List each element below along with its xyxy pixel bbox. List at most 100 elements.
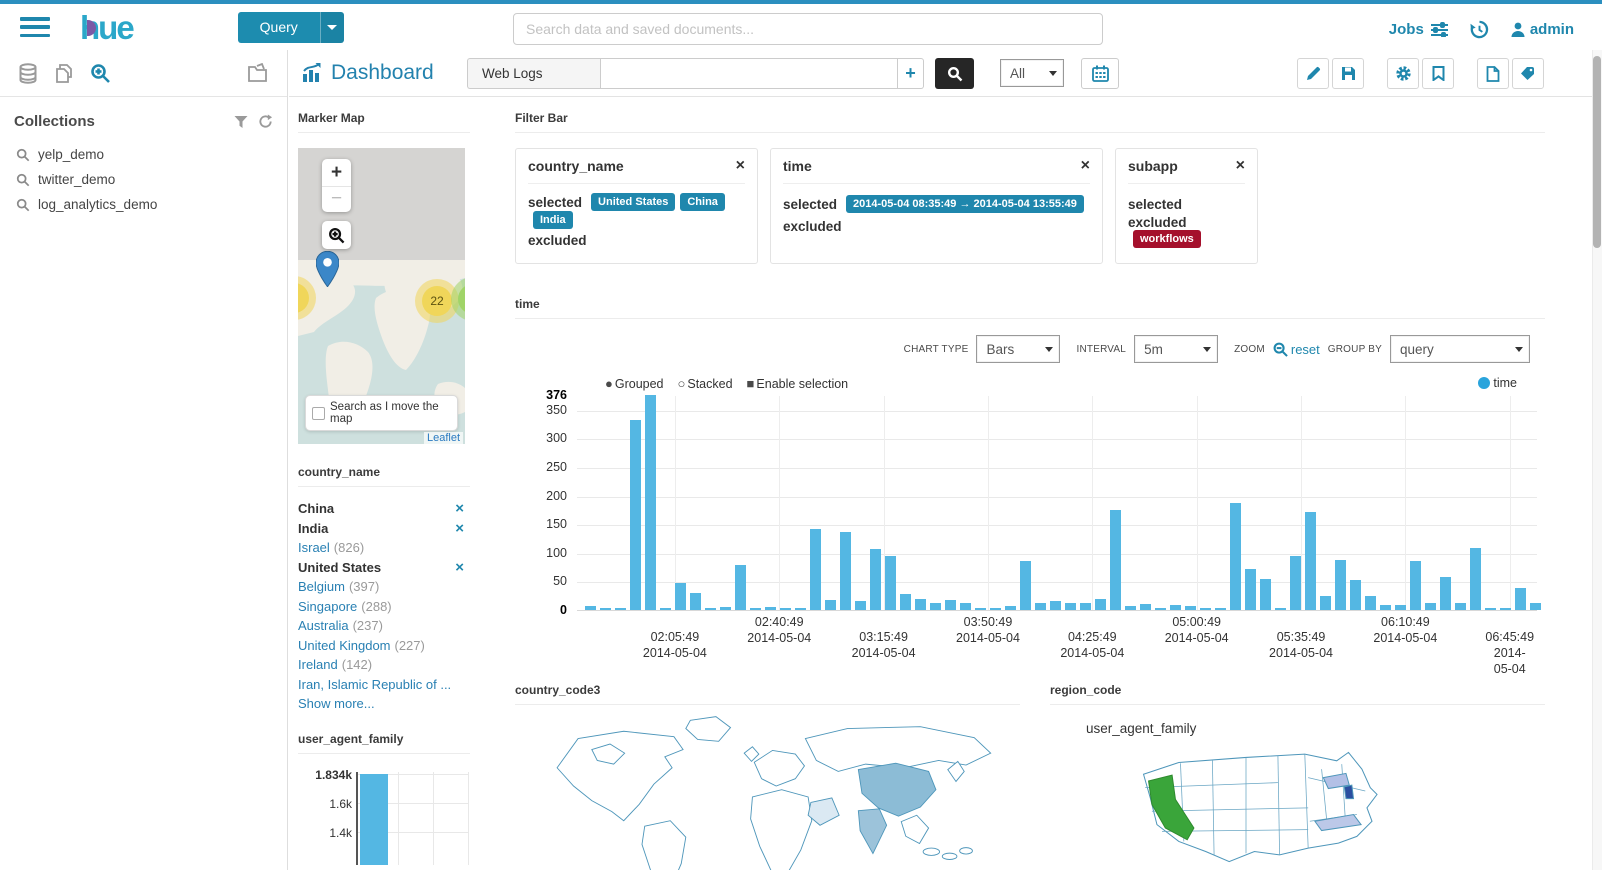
facet-item[interactable]: Ireland (142): [298, 655, 470, 675]
bar[interactable]: [780, 608, 791, 610]
save-button[interactable]: [1332, 58, 1364, 89]
user-menu[interactable]: admin: [1511, 21, 1574, 38]
bar[interactable]: [1035, 603, 1046, 610]
bar[interactable]: [1530, 603, 1541, 610]
bar[interactable]: [645, 395, 656, 610]
bar[interactable]: [855, 601, 866, 610]
hamburger-menu-icon[interactable]: [20, 17, 50, 37]
filter-value-pill[interactable]: United States: [591, 193, 676, 211]
scrollbar-thumb[interactable]: [1593, 56, 1601, 248]
bar[interactable]: [1320, 595, 1331, 610]
collection-item[interactable]: log_analytics_demo: [14, 192, 273, 217]
collection-item[interactable]: yelp_demo: [14, 142, 273, 167]
database-icon[interactable]: [18, 62, 38, 84]
bar[interactable]: [885, 556, 896, 610]
tags-button[interactable]: [1512, 58, 1544, 89]
file-document-button[interactable]: [1477, 58, 1509, 89]
documents-copy-icon[interactable]: [54, 63, 74, 84]
bar[interactable]: [765, 606, 776, 610]
us-gradient-map[interactable]: [1102, 744, 1432, 870]
leaflet-attribution[interactable]: Leaflet: [423, 432, 463, 444]
filter-value-pill[interactable]: India: [533, 211, 573, 229]
bar[interactable]: [1125, 606, 1136, 610]
calendar-button[interactable]: [1081, 58, 1119, 89]
bar[interactable]: [870, 548, 881, 610]
bar[interactable]: [900, 594, 911, 610]
group-by-select[interactable]: query: [1390, 335, 1530, 363]
bar[interactable]: [1500, 608, 1511, 610]
bar[interactable]: [1140, 604, 1151, 610]
filter-value-pill[interactable]: 2014-05-04 08:35:49 → 2014-05-04 13:55:4…: [846, 195, 1084, 213]
settings-gear-button[interactable]: [1387, 58, 1419, 89]
marker-map[interactable]: 5 22 2 + − Search as I move: [298, 148, 465, 444]
bar[interactable]: [915, 598, 926, 610]
bar[interactable]: [1110, 509, 1121, 610]
bar[interactable]: [1065, 603, 1076, 610]
bar[interactable]: [750, 608, 761, 610]
map-cluster[interactable]: 2: [451, 277, 465, 321]
interval-select[interactable]: 5m: [1134, 335, 1219, 363]
map-cluster[interactable]: 22: [415, 279, 459, 323]
facet-remove-icon[interactable]: ×: [455, 500, 464, 518]
facet-item[interactable]: United States ×: [298, 558, 470, 578]
bar[interactable]: [660, 608, 671, 610]
bar[interactable]: [1455, 603, 1466, 610]
facet-item[interactable]: Singapore (288): [298, 597, 470, 617]
bar[interactable]: [1305, 511, 1316, 610]
world-gradient-map[interactable]: [515, 713, 1020, 870]
map-marker-pin[interactable]: [315, 250, 340, 292]
bar[interactable]: [1005, 606, 1016, 610]
bar[interactable]: [705, 608, 716, 610]
bar[interactable]: [1275, 607, 1286, 610]
bar[interactable]: [990, 607, 1001, 610]
bar[interactable]: [1155, 607, 1166, 610]
close-icon[interactable]: ×: [1080, 157, 1090, 174]
bar[interactable]: [615, 607, 626, 610]
facet-item[interactable]: United Kingdom (227): [298, 636, 470, 656]
search-submit-button[interactable]: [935, 58, 974, 89]
bar[interactable]: [945, 599, 956, 610]
bar[interactable]: [720, 606, 731, 610]
stacked-radio[interactable]: ○ Stacked: [678, 376, 733, 391]
bar[interactable]: [360, 774, 388, 865]
bar[interactable]: [1335, 559, 1346, 610]
bar[interactable]: [690, 593, 701, 610]
bar[interactable]: [1410, 561, 1421, 610]
page-title[interactable]: Dashboard: [301, 61, 434, 85]
close-icon[interactable]: ×: [735, 157, 745, 174]
map-cluster[interactable]: 5: [298, 276, 316, 320]
facet-item[interactable]: Israel (826): [298, 538, 470, 558]
zoom-out-button[interactable]: −: [322, 186, 351, 212]
zoom-reset-control[interactable]: reset: [1273, 342, 1320, 357]
filter-funnel-icon[interactable]: [234, 114, 248, 129]
bar[interactable]: [930, 602, 941, 610]
bar[interactable]: [1245, 569, 1256, 610]
scope-select[interactable]: All: [1000, 59, 1064, 87]
bar[interactable]: [1350, 580, 1361, 610]
scrollbar-track[interactable]: [1592, 50, 1602, 870]
zoom-in-icon[interactable]: [90, 63, 111, 84]
show-more-link[interactable]: Show more...: [298, 696, 375, 711]
close-icon[interactable]: ×: [1235, 157, 1245, 174]
bar[interactable]: [1095, 598, 1106, 610]
enable-selection-toggle[interactable]: ■ Enable selection: [747, 376, 849, 391]
chart-type-select[interactable]: Bars: [976, 335, 1061, 363]
bar[interactable]: [825, 599, 836, 610]
bar[interactable]: [840, 531, 851, 610]
bar[interactable]: [1515, 588, 1526, 610]
bar[interactable]: [810, 528, 821, 610]
facet-remove-icon[interactable]: ×: [455, 558, 464, 576]
bar[interactable]: [1020, 561, 1031, 610]
facet-remove-icon[interactable]: ×: [455, 519, 464, 537]
add-term-button[interactable]: +: [898, 58, 924, 89]
bookmark-button[interactable]: [1422, 58, 1454, 89]
facet-item[interactable]: Iran, Islamic Republic of ...: [298, 675, 470, 695]
bar[interactable]: [1170, 604, 1181, 610]
bar[interactable]: [1290, 555, 1301, 610]
jobs-link[interactable]: Jobs: [1389, 21, 1448, 38]
hue-logo[interactable]: hue: [80, 11, 135, 44]
bar[interactable]: [1380, 605, 1391, 610]
bar[interactable]: [1365, 595, 1376, 610]
history-icon[interactable]: [1470, 20, 1489, 39]
facet-item[interactable]: Belgium (397): [298, 577, 470, 597]
